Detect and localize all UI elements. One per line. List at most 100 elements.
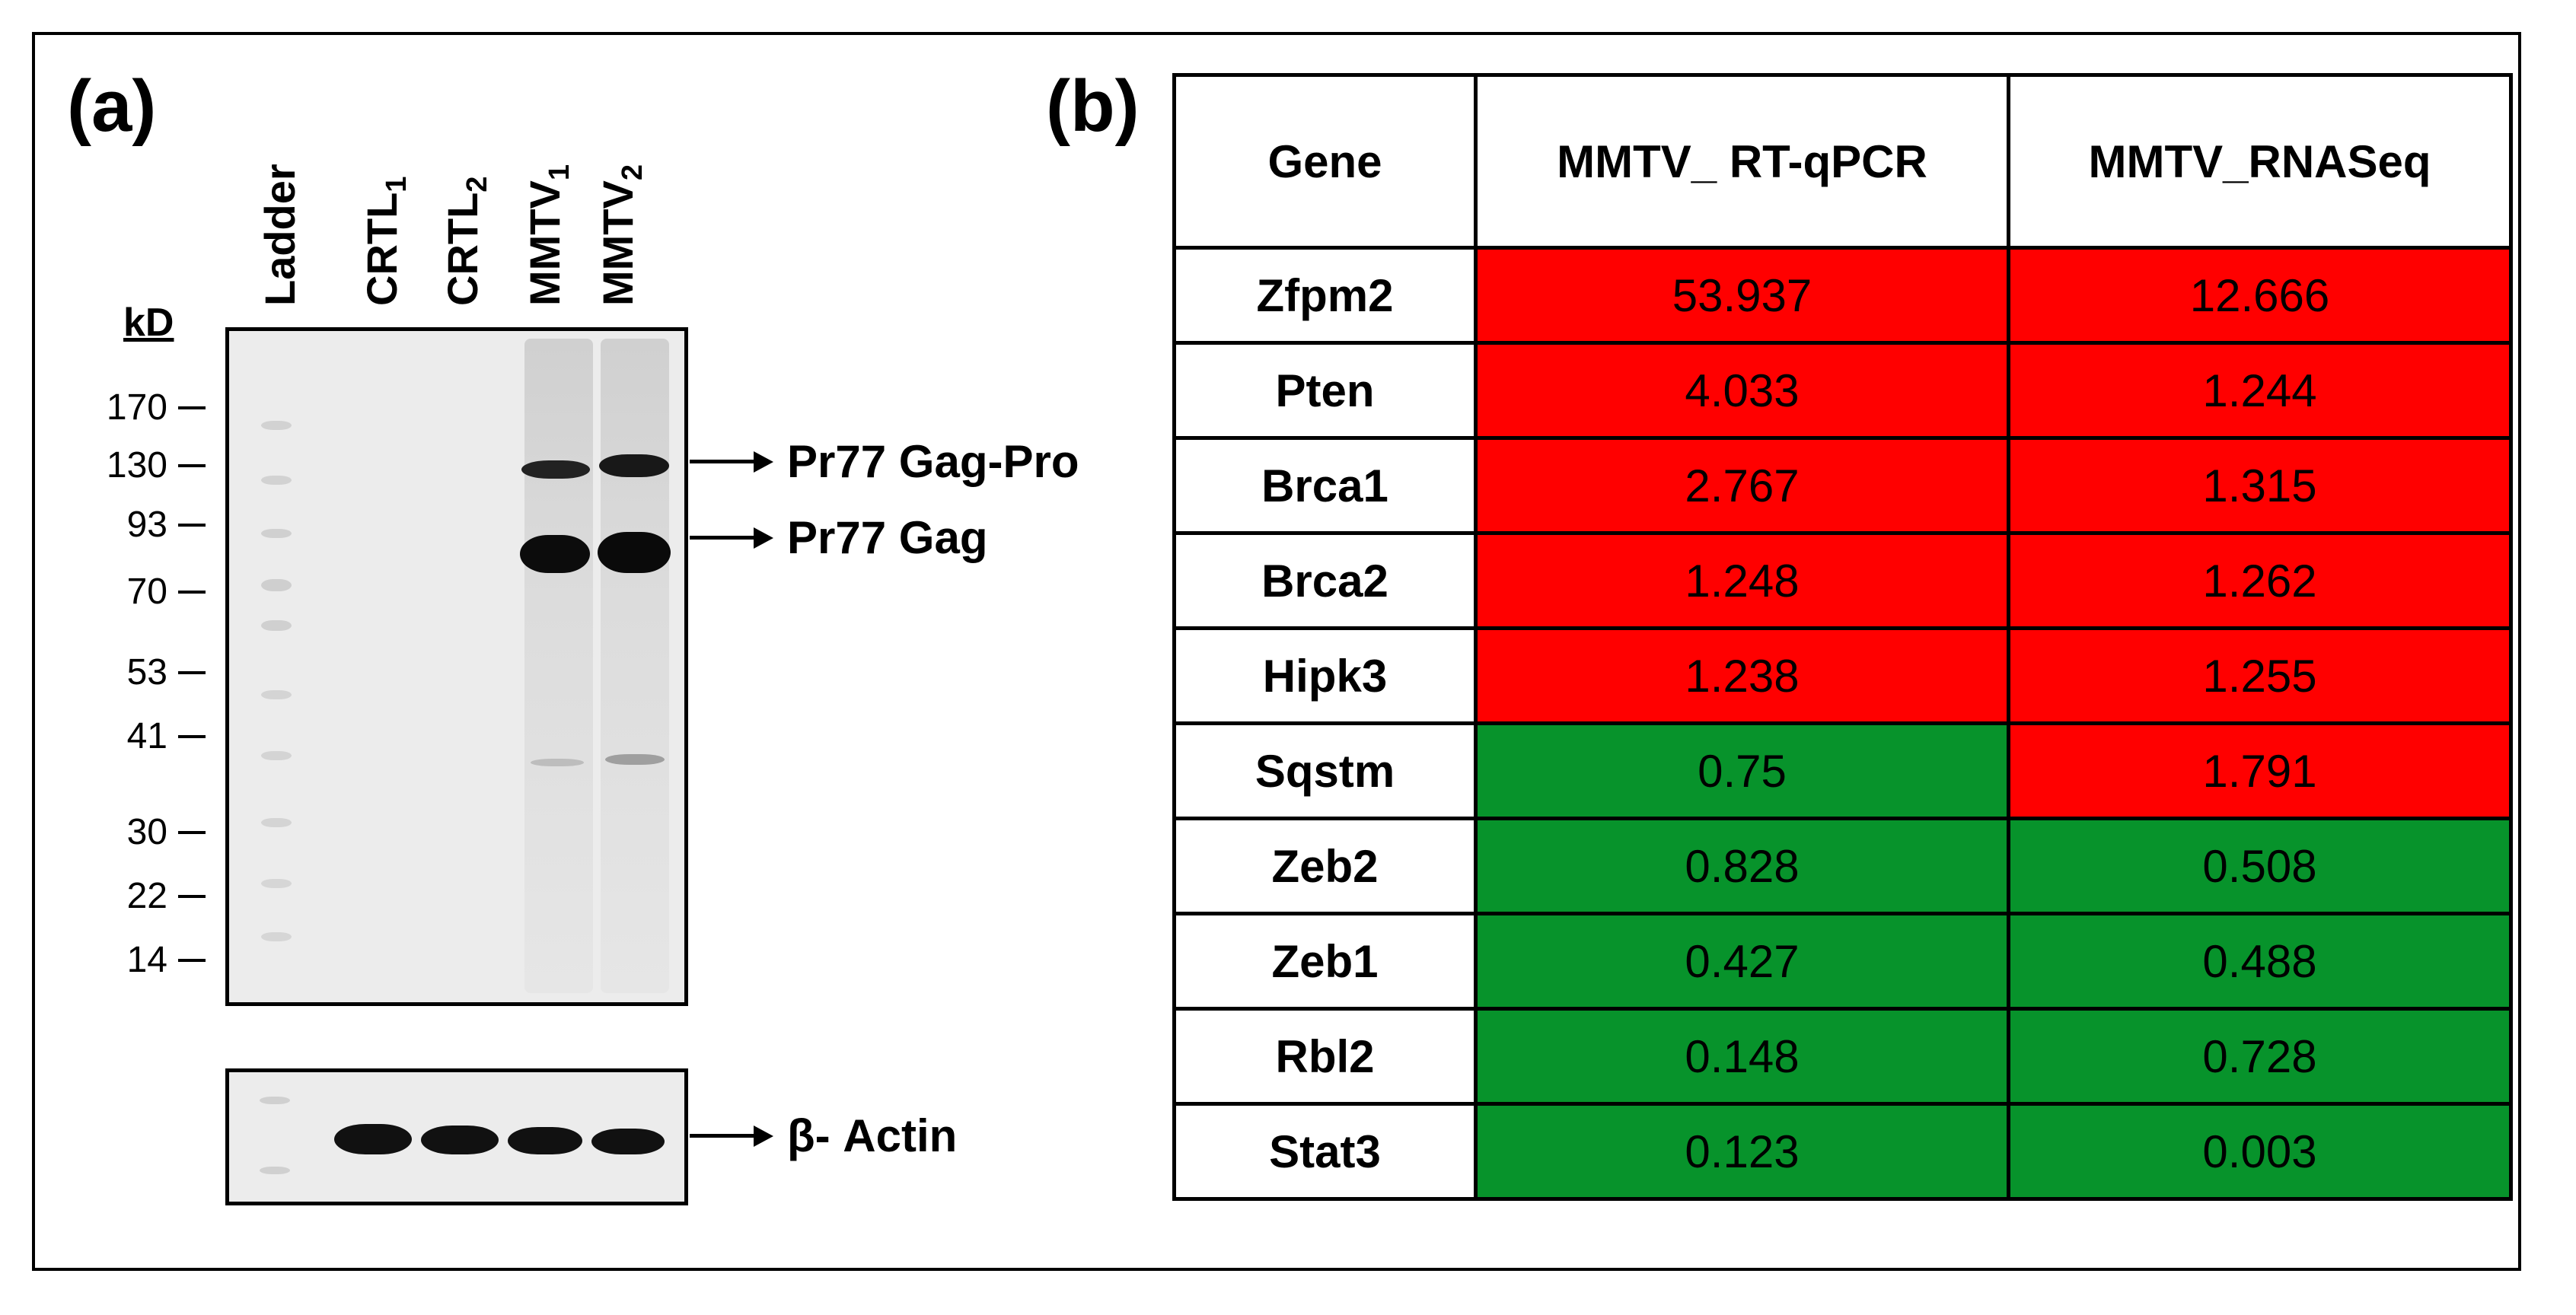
mw-tick	[178, 895, 206, 898]
lane-label-text: MMTV	[594, 180, 642, 306]
rt-qpcr-value-cell: 2.767	[1474, 436, 2010, 535]
lane-label-mmtv1: MMTV1	[521, 164, 575, 306]
ladder-band	[261, 690, 292, 699]
lane-label-text: CRTL	[438, 192, 486, 306]
mw-marker-label: 70	[126, 572, 167, 612]
faint-band	[531, 759, 584, 766]
rnaseq-value-cell: 1.262	[2007, 531, 2513, 630]
table-row: Pten 4.033 1.244	[1172, 341, 2513, 440]
mw-tick	[178, 671, 206, 674]
lane-label-ladder: Ladder	[256, 164, 304, 306]
lane-label-crtl1: CRTL1	[358, 176, 413, 306]
arrow-beta-actin: β- Actin	[690, 1110, 957, 1162]
ladder-band	[261, 751, 292, 760]
header-rt-qpcr: MMTV_ RT-qPCR	[1474, 73, 2010, 250]
panel-a-label: (a)	[67, 65, 157, 147]
gene-name-cell: Pten	[1172, 341, 1478, 440]
gene-name-cell: Rbl2	[1172, 1007, 1478, 1106]
rnaseq-value-cell: 0.728	[2007, 1007, 2513, 1106]
mw-marker-93: 93	[127, 507, 206, 543]
band-actin-crtl1	[334, 1124, 412, 1154]
mmtv1-lane-smear	[524, 339, 593, 993]
header-gene: Gene	[1172, 73, 1478, 250]
lane-label-text: MMTV	[521, 180, 569, 306]
western-blot-actin	[225, 1068, 688, 1205]
ladder-band	[261, 818, 292, 827]
table-row: Brca2 1.248 1.262	[1172, 531, 2513, 630]
rnaseq-value-cell: 0.488	[2007, 912, 2513, 1011]
rt-qpcr-value-cell: 1.248	[1474, 531, 2010, 630]
band-actin-crtl2	[421, 1126, 499, 1154]
label-beta-actin: β- Actin	[787, 1110, 958, 1161]
rnaseq-value-cell: 12.666	[2007, 246, 2513, 345]
table-row: Zfpm2 53.937 12.666	[1172, 246, 2513, 345]
ladder-band	[261, 529, 292, 538]
arrow-line	[690, 536, 754, 540]
ladder-band	[261, 421, 292, 430]
band-gag-mmtv1	[520, 535, 590, 573]
lane-label-text: CRTL	[358, 192, 406, 306]
band-gag-pro-mmtv1	[521, 460, 590, 479]
mw-marker-130: 130	[107, 447, 206, 484]
table-row: Zeb2 0.828 0.508	[1172, 817, 2513, 915]
mw-marker-14: 14	[127, 942, 206, 979]
rt-qpcr-value-cell: 0.427	[1474, 912, 2010, 1011]
rt-qpcr-value-cell: 4.033	[1474, 341, 2010, 440]
mw-tick	[178, 524, 206, 527]
lane-label-subscript: 2	[461, 176, 494, 193]
ladder-band	[261, 879, 292, 888]
gene-name-cell: Zeb2	[1172, 817, 1478, 915]
rnaseq-value-cell: 0.508	[2007, 817, 2513, 915]
western-blot-main	[225, 327, 688, 1006]
mw-marker-30: 30	[127, 814, 206, 851]
mw-tick	[178, 464, 206, 467]
mw-marker-label: 30	[126, 812, 167, 852]
table-row: Zeb1 0.427 0.488	[1172, 912, 2513, 1011]
lane-label-subscript: 2	[617, 164, 649, 181]
band-actin-mmtv2	[591, 1129, 665, 1154]
band-gag-mmtv2	[598, 532, 671, 573]
table-row: Sqstm 0.75 1.791	[1172, 721, 2513, 820]
gene-name-cell: Sqstm	[1172, 721, 1478, 820]
rnaseq-value-cell: 0.003	[2007, 1102, 2513, 1201]
faint-band	[605, 754, 665, 765]
mw-marker-label: 41	[126, 716, 167, 756]
mw-marker-70: 70	[127, 574, 206, 610]
rt-qpcr-value-cell: 0.828	[1474, 817, 2010, 915]
table-row: Hipk3 1.238 1.255	[1172, 626, 2513, 725]
lane-label-crtl2: CRTL2	[438, 176, 494, 306]
lane-label-text: Ladder	[256, 164, 304, 306]
mw-tick	[178, 735, 206, 738]
panel-b-label: (b)	[1046, 65, 1140, 147]
mw-tick	[178, 591, 206, 594]
mmtv2-lane-smear	[601, 339, 669, 993]
mw-marker-label: 14	[126, 940, 167, 980]
kd-axis-title: kD	[123, 301, 174, 345]
rt-qpcr-value-cell: 53.937	[1474, 246, 2010, 345]
lane-label-subscript: 1	[381, 176, 413, 193]
gene-name-cell: Stat3	[1172, 1102, 1478, 1201]
gene-name-cell: Brca2	[1172, 531, 1478, 630]
gene-name-cell: Zfpm2	[1172, 246, 1478, 345]
figure-frame	[32, 32, 2521, 1271]
table-row: Brca1 2.767 1.315	[1172, 436, 2513, 535]
gene-name-cell: Brca1	[1172, 436, 1478, 535]
gene-name-cell: Zeb1	[1172, 912, 1478, 1011]
ladder-band	[261, 620, 292, 631]
mw-marker-22: 22	[127, 878, 206, 915]
arrow-head-icon	[754, 1125, 773, 1147]
ladder-band	[261, 476, 292, 485]
arrow-head-icon	[754, 527, 773, 549]
arrow-line	[690, 1134, 754, 1138]
arrow-line	[690, 460, 754, 463]
table-row: Rbl2 0.148 0.728	[1172, 1007, 2513, 1106]
header-rnaseq: MMTV_RNASeq	[2007, 73, 2513, 250]
mw-marker-170: 170	[107, 390, 206, 426]
rnaseq-value-cell: 1.791	[2007, 721, 2513, 820]
arrow-head-icon	[754, 451, 773, 473]
mw-marker-53: 53	[127, 654, 206, 691]
ladder-band	[261, 579, 292, 591]
rnaseq-value-cell: 1.255	[2007, 626, 2513, 725]
rt-qpcr-value-cell: 0.75	[1474, 721, 2010, 820]
mw-tick	[178, 831, 206, 834]
